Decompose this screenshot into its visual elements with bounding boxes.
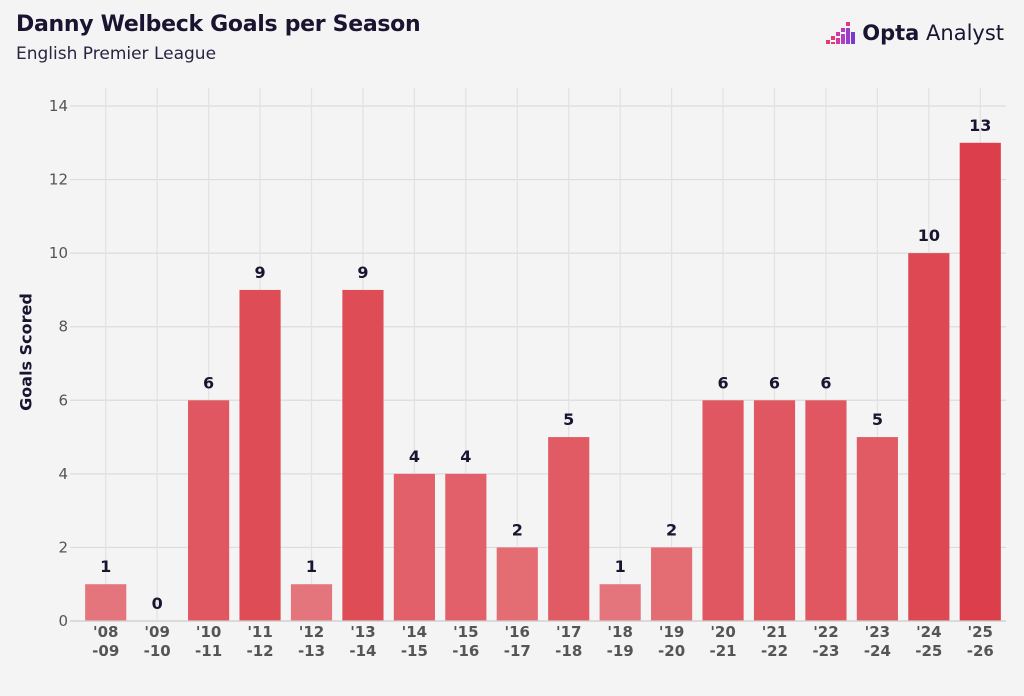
- opta-logo-icon: [826, 22, 856, 44]
- bar: [651, 547, 693, 621]
- x-tick-label: -21: [710, 642, 737, 660]
- x-tick-label: '21: [762, 623, 787, 641]
- bar: [290, 584, 333, 621]
- x-tick-label: -12: [247, 642, 274, 660]
- bar: [599, 584, 641, 621]
- bar: [239, 289, 281, 621]
- data-label: 13: [969, 116, 991, 135]
- data-label: 5: [563, 410, 574, 429]
- x-tick-label: '24: [916, 623, 941, 641]
- data-label: 0: [152, 594, 163, 613]
- x-tick-label: -16: [452, 642, 479, 660]
- x-tick-label: -11: [195, 642, 222, 660]
- data-label: 4: [409, 447, 420, 466]
- data-label: 2: [666, 520, 677, 539]
- bar: [805, 400, 847, 621]
- brand-logo: Opta Analyst: [826, 20, 1004, 46]
- x-tick-label: -22: [761, 642, 788, 660]
- bar: [959, 142, 1001, 622]
- y-tick-label: 10: [49, 244, 68, 262]
- bar: [753, 400, 796, 621]
- bar: [188, 400, 230, 621]
- data-label: 5: [872, 410, 883, 429]
- data-label: 9: [254, 263, 265, 282]
- x-tick-label: '15: [453, 623, 478, 641]
- bar: [702, 400, 744, 621]
- bar: [393, 473, 435, 621]
- x-tick-label: '18: [607, 623, 632, 641]
- x-tick-label: -26: [967, 642, 994, 660]
- x-tick-label: '14: [402, 623, 427, 641]
- data-label: 2: [512, 520, 523, 539]
- x-tick-label: -14: [349, 642, 376, 660]
- y-tick-label: 0: [58, 612, 68, 630]
- y-tick-label: 14: [49, 97, 68, 115]
- y-tick-label: 8: [58, 318, 68, 336]
- bar: [342, 289, 384, 621]
- y-tick-label: 6: [58, 391, 68, 409]
- bar: [85, 584, 127, 621]
- x-tick-label: -23: [812, 642, 839, 660]
- x-tick-label: '20: [710, 623, 735, 641]
- data-label: 6: [820, 373, 831, 392]
- x-tick-label: -13: [298, 642, 325, 660]
- data-label: 6: [717, 373, 728, 392]
- x-tick-label: '16: [505, 623, 530, 641]
- x-tick-label: '08: [93, 623, 118, 641]
- x-tick-label: '11: [247, 623, 272, 641]
- x-tick-label: -17: [504, 642, 531, 660]
- x-tick-label: -20: [658, 642, 685, 660]
- bar: [908, 253, 950, 621]
- data-label: 9: [357, 263, 368, 282]
- bar: [548, 437, 590, 621]
- y-tick-label: 2: [58, 538, 68, 556]
- bar: [856, 437, 898, 621]
- x-tick-label: -10: [144, 642, 171, 660]
- x-tick-label: '10: [196, 623, 221, 641]
- data-label: 6: [769, 373, 780, 392]
- data-label: 1: [306, 557, 317, 576]
- data-label: 1: [100, 557, 111, 576]
- x-tick-label: '23: [865, 623, 890, 641]
- data-label: 10: [918, 226, 940, 245]
- x-tick-label: -25: [915, 642, 942, 660]
- x-tick-label: -19: [607, 642, 634, 660]
- x-tick-label: '22: [813, 623, 838, 641]
- x-tick-label: '13: [350, 623, 375, 641]
- x-tick-label: -24: [864, 642, 891, 660]
- bar: [496, 547, 538, 621]
- x-tick-label: -15: [401, 642, 428, 660]
- x-tick-label: -18: [555, 642, 582, 660]
- data-label: 6: [203, 373, 214, 392]
- x-tick-label: '09: [144, 623, 169, 641]
- x-tick-label: '12: [299, 623, 324, 641]
- y-tick-label: 12: [49, 171, 68, 189]
- data-label: 1: [615, 557, 626, 576]
- x-tick-label: '19: [659, 623, 684, 641]
- x-tick-label: '17: [556, 623, 581, 641]
- brand-name-bold: Opta: [862, 21, 920, 45]
- x-tick-label: -09: [92, 642, 119, 660]
- x-tick-label: '25: [968, 623, 993, 641]
- chart-subtitle: English Premier League: [16, 44, 217, 64]
- brand-name-rest: Analyst: [919, 21, 1004, 45]
- y-tick-label: 4: [58, 465, 68, 483]
- chart-title: Danny Welbeck Goals per Season: [16, 12, 421, 37]
- bar: [445, 473, 487, 621]
- data-label: 4: [460, 447, 471, 466]
- brand-name: Opta Analyst: [862, 21, 1004, 45]
